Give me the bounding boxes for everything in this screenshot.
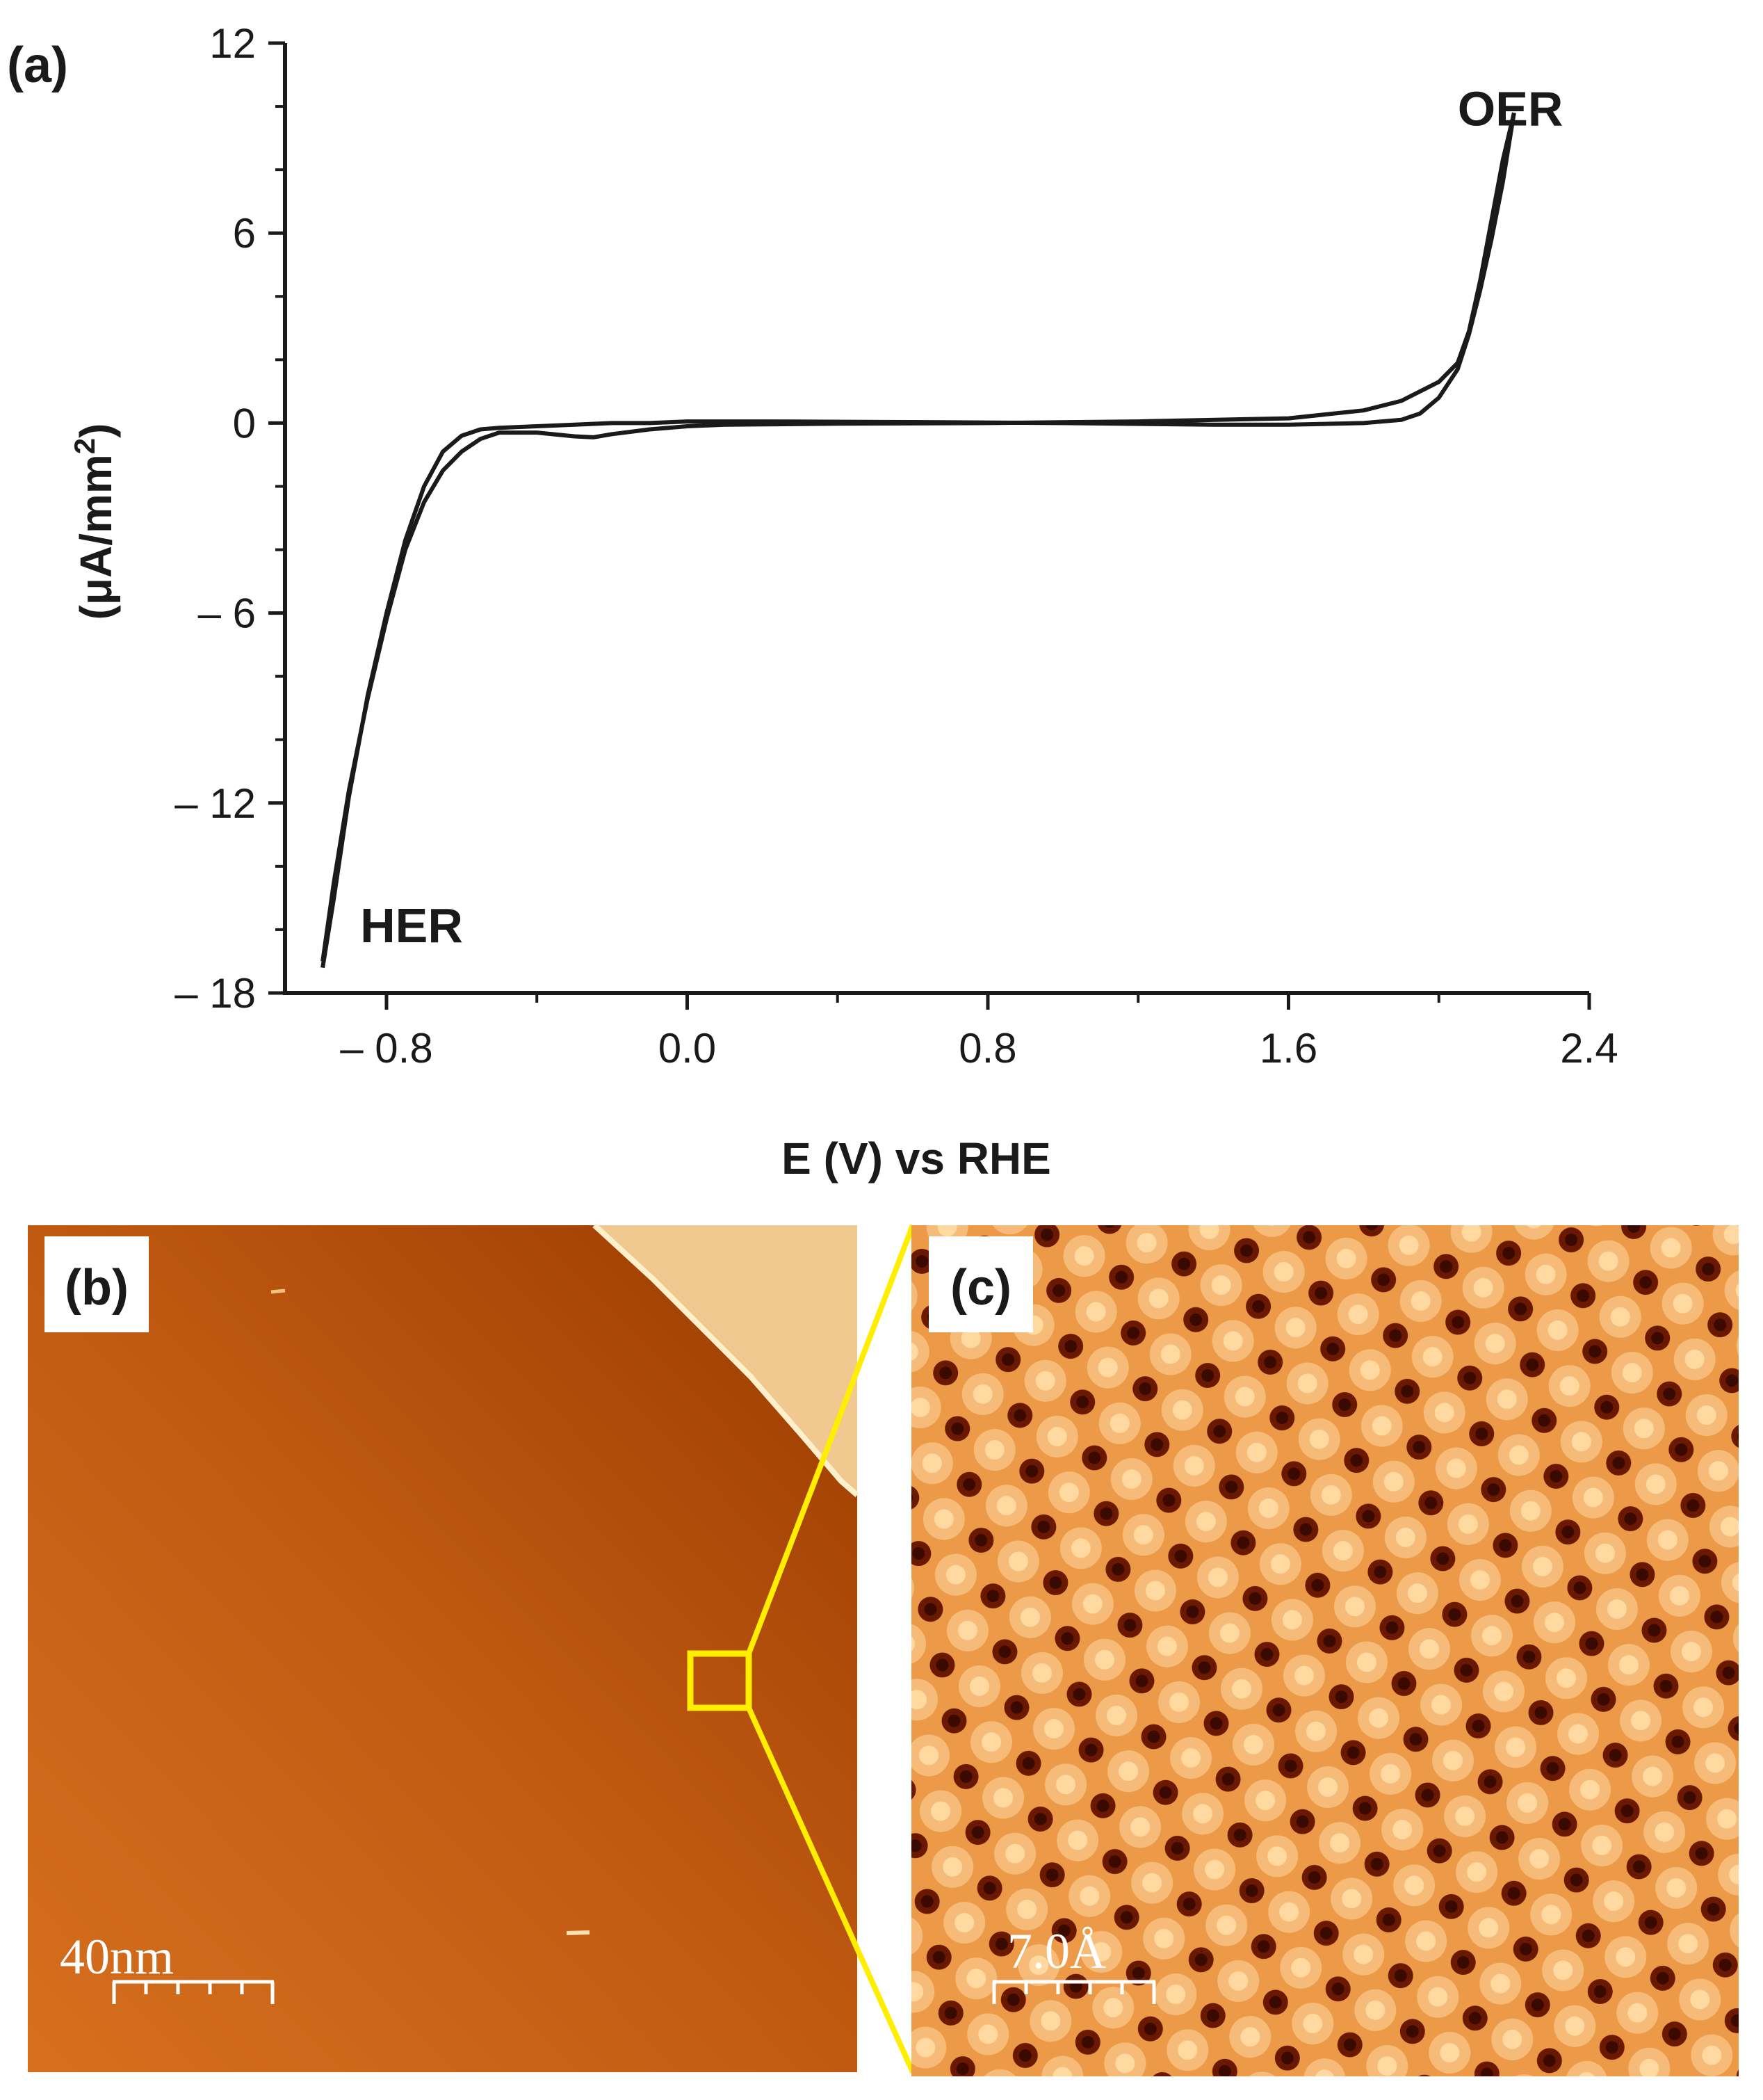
x-axis-title: E (V) vs RHE xyxy=(781,1133,1051,1184)
panel-b-label-box xyxy=(44,1236,149,1332)
x-tick-labels: – 0.8 0.0 0.8 1.6 2.4 xyxy=(340,1025,1618,1072)
y-axis-title-sup: 2 xyxy=(68,438,101,454)
scale-bar-c-label: 7.0Å xyxy=(1007,1923,1106,1979)
x-tick-label: 0.8 xyxy=(959,1025,1016,1072)
y-tick-label: – 12 xyxy=(174,780,256,827)
y-axis-title: (μA/mm2) xyxy=(68,423,121,620)
cv-series xyxy=(320,112,1516,969)
panel-c-label: (c) xyxy=(950,1260,1012,1316)
y-axis-title-close: ) xyxy=(71,423,121,438)
zoom-connector-bottom xyxy=(746,1706,916,2074)
annotation-oer: OER xyxy=(1458,81,1563,136)
y-tick-labels: 12 6 0 – 6 – 12 – 18 xyxy=(174,20,256,1017)
series-cathodic-line xyxy=(320,112,1516,962)
terrace-lower xyxy=(28,1225,857,2072)
x-tick-label: 2.4 xyxy=(1560,1025,1618,1072)
y-tick-label: 12 xyxy=(209,20,256,67)
stm-image-c: (c) 7.0Å xyxy=(911,1225,1739,2076)
panel-c-label-box xyxy=(929,1236,1033,1332)
x-tick-label: 1.6 xyxy=(1260,1025,1317,1072)
x-tick-label: 0.0 xyxy=(658,1025,716,1072)
zoom-connector-top xyxy=(746,1224,916,1655)
y-tick-label: – 18 xyxy=(174,970,256,1017)
adsorbate-dot xyxy=(566,1930,590,1935)
terrace-upper xyxy=(594,1225,857,1495)
y-axis-ticks xyxy=(268,41,285,995)
x-axis-ticks xyxy=(384,993,1591,1010)
atomic-lattice xyxy=(911,1225,1739,2076)
y-tick-label: 6 xyxy=(233,210,256,257)
y-axis-title-main: (μA/mm xyxy=(71,454,121,620)
x-tick-label: – 0.8 xyxy=(340,1025,432,1072)
scale-bar-b-label: 40nm xyxy=(60,1929,174,1985)
zoom-region-box xyxy=(687,1650,752,1711)
adsorbate-dot xyxy=(270,1289,286,1294)
stm-image-b: (b) 40nm xyxy=(28,1223,859,2072)
scale-bar-b xyxy=(112,1980,275,2004)
y-tick-label: 0 xyxy=(233,400,256,446)
step-edge xyxy=(592,1223,859,1498)
annotation-her: HER xyxy=(360,898,463,953)
panel-a-label: (a) xyxy=(7,38,68,93)
panel-b-label: (b) xyxy=(65,1260,129,1316)
y-tick-label: – 6 xyxy=(198,590,256,637)
series-anodic-line xyxy=(320,112,1516,969)
chart-panel-a: (a) 12 6 0 – 6 – 12 – 18 – 0.8 0.0 0.8 1… xyxy=(7,20,1618,1184)
scale-bar-c xyxy=(992,1980,1156,2004)
